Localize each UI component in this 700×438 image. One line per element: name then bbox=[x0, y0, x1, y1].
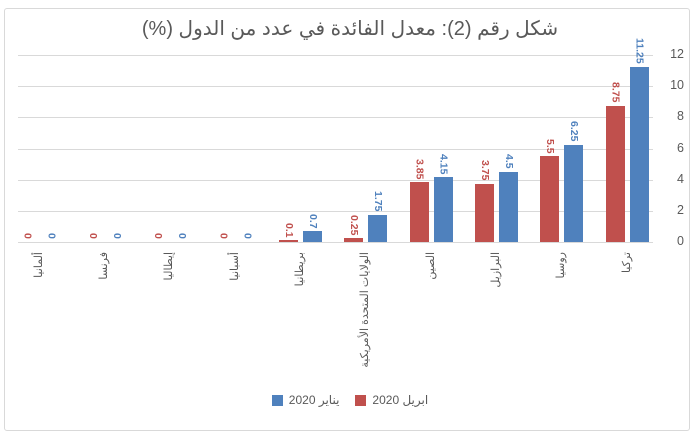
chart-border bbox=[4, 8, 690, 431]
category-label: البرازيل bbox=[489, 252, 502, 288]
bar-data-label: 0 bbox=[86, 233, 99, 239]
gridline bbox=[18, 242, 653, 243]
gridline bbox=[18, 117, 653, 119]
category-label: الصين bbox=[424, 252, 437, 280]
bar-data-label: 0 bbox=[45, 233, 58, 239]
bar-data-label: 0.1 bbox=[282, 222, 295, 238]
bar-data-label: 4.5 bbox=[502, 154, 515, 169]
bar-data-label: 1.75 bbox=[372, 191, 385, 212]
bar-april-2020 bbox=[474, 183, 494, 242]
bar-data-label: 8.75 bbox=[609, 82, 622, 103]
legend-label: يناير 2020 bbox=[288, 393, 340, 407]
category-label: أسبانيا bbox=[228, 252, 241, 281]
gridline bbox=[18, 86, 653, 88]
gridline bbox=[18, 55, 653, 56]
bar-data-label: 0.25 bbox=[348, 214, 361, 236]
legend-swatch-icon bbox=[355, 394, 367, 406]
bar-data-label: 0.7 bbox=[306, 213, 319, 229]
bar-data-label: 0 bbox=[217, 233, 230, 239]
bar-january-2020 bbox=[564, 144, 584, 242]
legend-item: يناير 2020 bbox=[271, 393, 340, 407]
category-label: إيطاليا bbox=[163, 252, 176, 281]
bar-data-label: 4.15 bbox=[437, 153, 450, 175]
bar-april-2020 bbox=[344, 238, 364, 242]
bar-data-label: 11.25 bbox=[633, 38, 646, 64]
bar-january-2020 bbox=[629, 66, 649, 242]
bar-april-2020 bbox=[605, 105, 625, 242]
gridline bbox=[18, 179, 653, 181]
y-axis-tick-label: 12 bbox=[670, 47, 684, 61]
category-label: بريطانيا bbox=[293, 252, 306, 287]
bar-april-2020 bbox=[278, 240, 298, 242]
bar-april-2020 bbox=[540, 156, 560, 242]
legend-item: ابريل 2020 bbox=[355, 393, 428, 407]
y-axis-tick-label: 8 bbox=[677, 109, 684, 124]
category-label: الولايات المتحدة الأمريكية bbox=[359, 252, 372, 368]
y-axis-tick-label: 2 bbox=[677, 202, 684, 217]
bar-january-2020 bbox=[433, 177, 453, 242]
bar-data-label: 5.5 bbox=[544, 138, 557, 154]
y-axis-tick-label: 4 bbox=[677, 171, 684, 186]
y-axis-tick-label: 10 bbox=[670, 78, 684, 93]
gridline bbox=[18, 210, 653, 212]
legend-swatch-icon bbox=[271, 394, 283, 406]
y-axis-tick-label: 0 bbox=[677, 234, 684, 248]
category-label: تركيا bbox=[620, 252, 633, 274]
category-label: ألمانيا bbox=[32, 252, 45, 278]
gridline bbox=[18, 148, 653, 150]
category-label: روسيا bbox=[555, 252, 568, 279]
legend-label: ابريل 2020 bbox=[372, 393, 429, 407]
bar-data-label: 6.25 bbox=[568, 121, 581, 142]
bar-data-label: 0 bbox=[110, 233, 123, 239]
bar-january-2020 bbox=[368, 214, 388, 242]
bar-data-label: 3.75 bbox=[478, 160, 491, 181]
bar-april-2020 bbox=[409, 182, 429, 242]
bar-data-label: 0 bbox=[21, 233, 34, 239]
y-axis-tick-label: 6 bbox=[677, 140, 684, 155]
bar-january-2020 bbox=[498, 171, 518, 242]
legend: يناير 2020 ابريل 2020 bbox=[0, 393, 700, 407]
category-label: فرنسا bbox=[97, 252, 110, 280]
bar-january-2020 bbox=[302, 231, 322, 242]
chart-title: شكل رقم (2): معدل الفائدة في عدد من الدو… bbox=[141, 18, 559, 40]
bar-data-label: 0 bbox=[176, 233, 189, 239]
bar-data-label: 0 bbox=[241, 233, 254, 239]
bar-data-label: 3.85 bbox=[413, 158, 426, 179]
bar-data-label: 0 bbox=[152, 233, 165, 239]
